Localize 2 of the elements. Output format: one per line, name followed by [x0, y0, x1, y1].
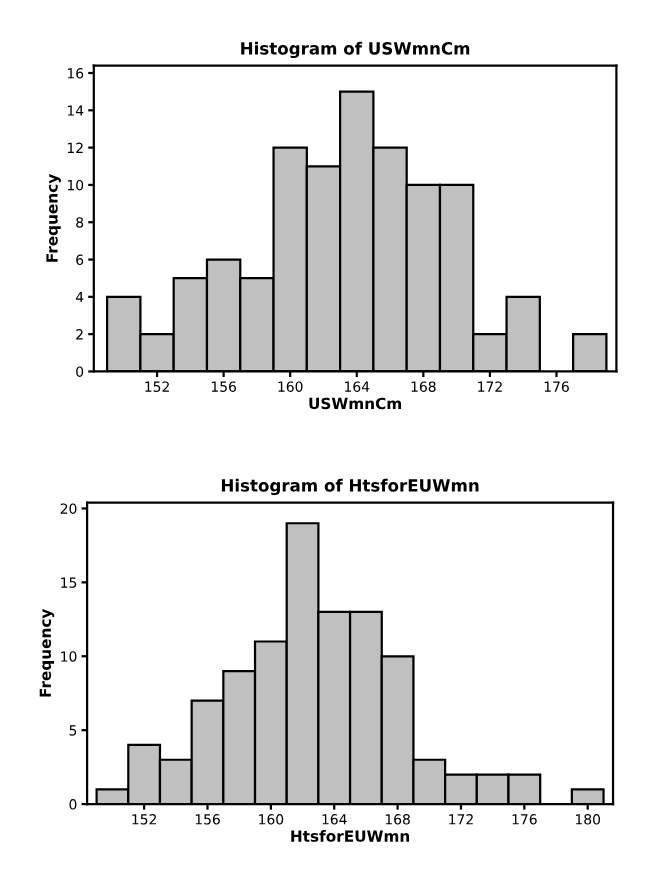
- chart-title: Histogram of HtsforEUWmn: [221, 478, 479, 496]
- chart-title: Histogram of USWmnCm: [241, 41, 470, 59]
